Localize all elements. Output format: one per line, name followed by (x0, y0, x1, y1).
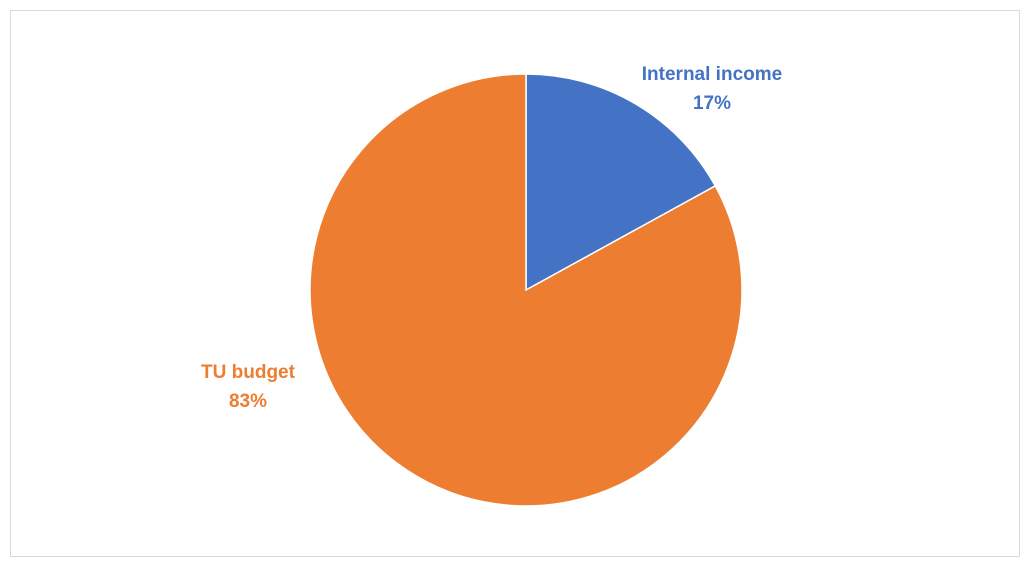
data-label-tu-budget: TU budget 83% (201, 362, 296, 412)
pie-slice-internal-income (525, 73, 717, 292)
data-label-value: 17% (693, 93, 731, 114)
data-label-value: 83% (229, 391, 267, 412)
data-label-name: Internal income (642, 64, 782, 85)
data-label-internal-income: Internal income 17% (642, 64, 782, 114)
pie-slice-tu-budget (309, 73, 743, 507)
data-label-name: TU budget (201, 362, 296, 383)
